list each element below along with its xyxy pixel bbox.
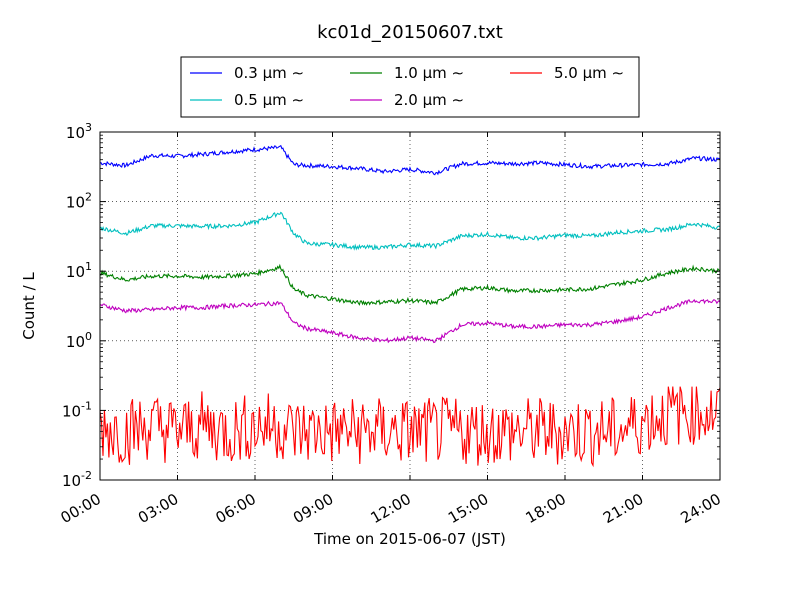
legend-label: 0.5 µm ∼ — [234, 91, 304, 109]
x-tick-label: 21:00 — [600, 490, 646, 527]
y-tick-labels: 10-2 10-1 100 101 102 103 — [62, 121, 92, 490]
series-line-3 — [99, 263, 721, 306]
legend: 0.3 µm ∼ 1.0 µm ∼ 5.0 µm ∼ 0.5 µm ∼ 2.0 µm ∼ — [180, 56, 640, 118]
series-layer — [99, 144, 721, 468]
y-tick-label: 102 — [66, 191, 92, 212]
series-line-4 — [99, 298, 721, 344]
legend-label: 2.0 µm ∼ — [394, 91, 464, 109]
legend-box — [180, 56, 640, 118]
x-axis-label: Time on 2015-06-07 (JST) — [313, 530, 506, 548]
series-line-2 — [99, 211, 721, 251]
legend-label: 0.3 µm ∼ — [234, 64, 304, 82]
y-axis-label: Count / L — [20, 272, 38, 340]
y-tick-label: 101 — [66, 260, 92, 281]
grid-lines — [100, 132, 720, 480]
y-tick-label: 103 — [66, 121, 92, 142]
axis-ticks — [99, 131, 721, 481]
y-tick-label: 10-2 — [62, 469, 92, 490]
x-tick-labels: 00:00 03:00 06:00 09:00 12:00 15:00 18:00 21:00… — [58, 490, 724, 527]
x-tick-label: 00:00 — [58, 490, 104, 527]
x-tick-label: 24:00 — [678, 490, 724, 527]
series-line-5 — [99, 386, 721, 468]
x-tick-label: 06:00 — [213, 490, 259, 527]
x-tick-label: 12:00 — [368, 490, 414, 527]
x-tick-label: 18:00 — [523, 490, 569, 527]
series-line-1 — [99, 144, 721, 176]
legend-label: 5.0 µm ∼ — [554, 64, 624, 82]
chart-title: kc01d_20150607.txt — [317, 22, 503, 43]
y-tick-label: 10-1 — [62, 399, 92, 420]
x-tick-label: 03:00 — [135, 490, 181, 527]
legend-label: 1.0 µm ∼ — [394, 64, 464, 82]
x-tick-label: 15:00 — [445, 490, 491, 527]
x-tick-label: 09:00 — [290, 490, 336, 527]
y-tick-label: 100 — [66, 330, 92, 351]
